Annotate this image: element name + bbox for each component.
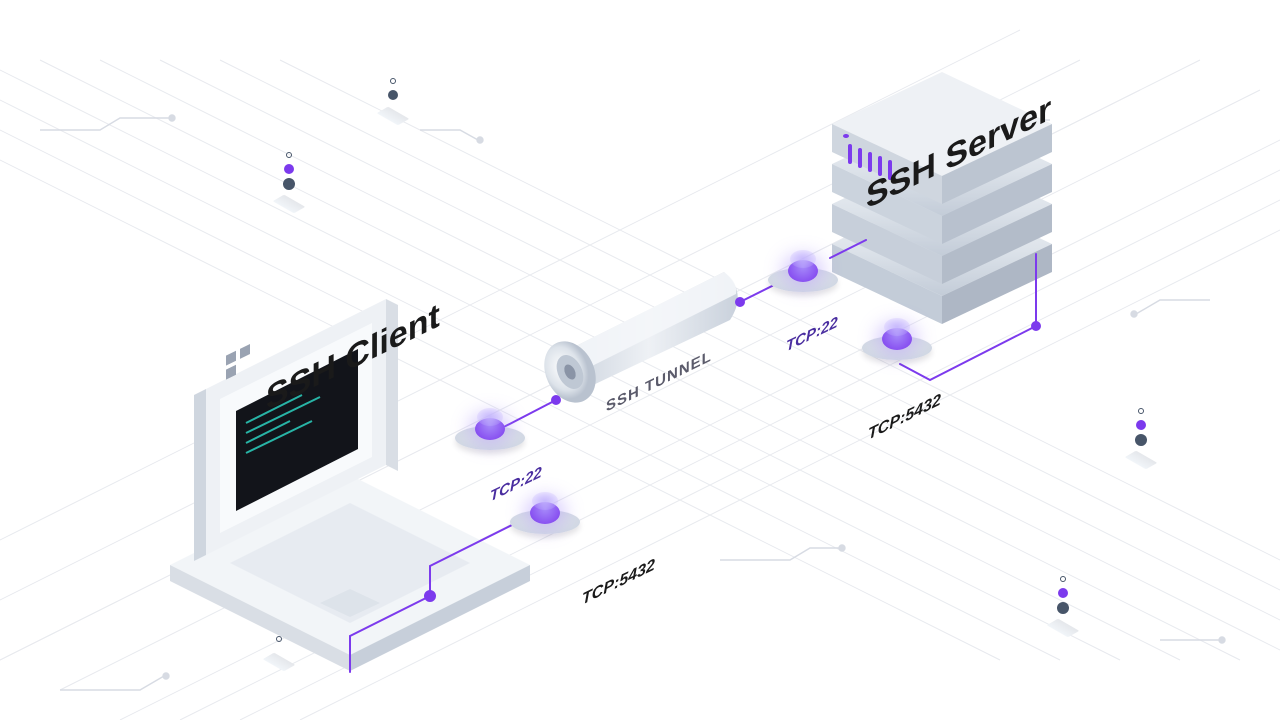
decoration-dots <box>1044 576 1084 636</box>
background-grid <box>0 0 1280 720</box>
server-title: SSH Server <box>866 89 1051 218</box>
decoration-dots <box>1122 408 1162 468</box>
decoration-dots <box>374 78 414 138</box>
decoration-dots <box>270 152 310 212</box>
tunnel-label: SSH TUNNEL <box>606 347 712 416</box>
laptop-icon <box>0 0 1280 720</box>
label-server-tcp5432: TCP:5432 <box>868 391 941 445</box>
decoration-dots <box>260 636 300 696</box>
server-icon <box>0 0 1280 720</box>
label-server-tcp22: TCP:22 <box>786 313 838 355</box>
node-server-tcp22 <box>768 254 838 294</box>
tunnel-icon <box>0 0 1280 720</box>
label-client-tcp5432: TCP:5432 <box>582 556 655 610</box>
node-client-tcp22 <box>455 412 525 452</box>
diagram-stage: SSH Client SSH Server SSH TUNNEL TCP:22 … <box>0 0 1280 720</box>
node-server-tcp5432 <box>862 322 932 362</box>
client-title: SSH Client <box>266 296 440 420</box>
connection-lines <box>0 0 1280 720</box>
node-client-tcp5432 <box>510 496 580 536</box>
